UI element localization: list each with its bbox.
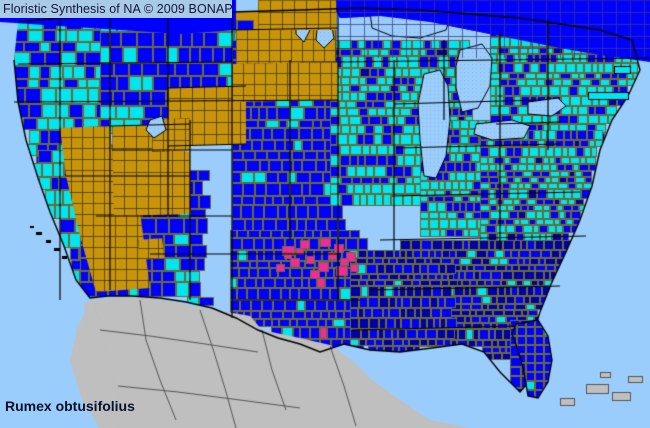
page-title: Floristic Synthesis of NA © 2009 BONAP: [3, 2, 233, 16]
title-bar: Floristic Synthesis of NA © 2009 BONAP: [0, 0, 233, 18]
species-name-label: Rumex obtusifolius: [5, 398, 135, 414]
